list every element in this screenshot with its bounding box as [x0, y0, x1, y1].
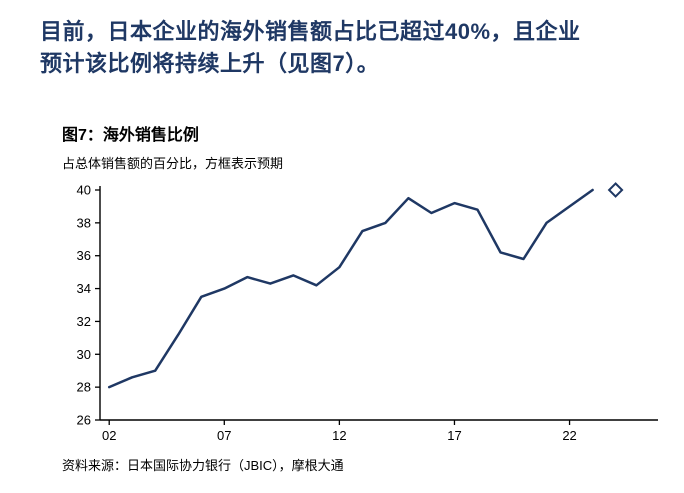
figure-subtitle: 占总体销售额的百分比，方框表示预期	[62, 155, 284, 171]
y-tick-label: 36	[77, 248, 91, 263]
x-tick-label: 02	[102, 428, 116, 443]
overseas-sales-series-line	[107, 188, 594, 389]
y-tick-label: 28	[77, 380, 91, 395]
figure-7: 图7：海外销售比例 占总体销售额的百分比，方框表示预期 26 28 30 32 34 36…	[62, 126, 658, 474]
intro-paragraph: 目前，日本企业的海外销售额占比已超过40%，且企业 预计该比例将持续上升（见图7…	[40, 19, 581, 76]
y-tick-label: 34	[77, 281, 91, 296]
y-tick-label: 26	[77, 412, 91, 427]
sales-line-chart: 26 28 30 32 34 36 38 40 02 07 12 17 22	[77, 182, 658, 443]
forecast-diamond-marker	[607, 182, 624, 198]
figure-source: 资料来源：日本国际协力银行（JBIC），摩根大通	[62, 457, 344, 473]
x-tick-label: 22	[562, 428, 576, 443]
y-tick-label: 32	[77, 314, 91, 329]
x-tick-label: 17	[447, 428, 461, 443]
x-tick-label: 07	[217, 428, 231, 443]
x-tick-label: 12	[332, 428, 346, 443]
y-tick-label: 38	[77, 215, 91, 230]
y-tick-label: 40	[77, 182, 91, 197]
y-tick-label: 30	[77, 347, 91, 362]
figure-title: 图7：海外销售比例	[62, 126, 199, 144]
chart-area: 26 28 30 32 34 36 38 40 02 07 12 17 22	[62, 178, 658, 455]
